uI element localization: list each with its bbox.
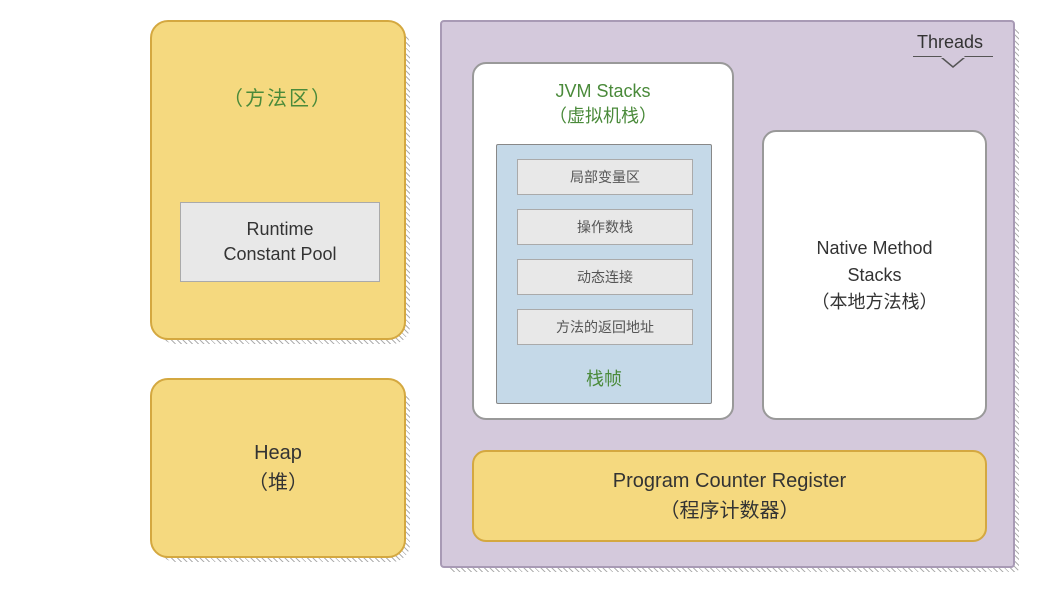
chevron-down-icon [941,58,965,68]
threads-panel: Threads JVM Stacks（虚拟机栈） 局部变量区 操作数栈 动态连接… [440,20,1015,568]
pc-register-panel: Program Counter Register（程序计数器） [472,450,987,542]
frame-item: 操作数栈 [517,209,693,245]
heap-label: Heap（堆） [248,438,308,498]
jvm-stacks-title: JVM Stacks（虚拟机栈） [474,79,732,129]
stack-frame-label: 栈帧 [497,365,711,391]
frame-item: 局部变量区 [517,159,693,195]
frame-item: 方法的返回地址 [517,309,693,345]
jvm-stacks-panel: JVM Stacks（虚拟机栈） 局部变量区 操作数栈 动态连接 方法的返回地址… [472,62,734,420]
stack-frame-panel: 局部变量区 操作数栈 动态连接 方法的返回地址 栈帧 [496,144,712,404]
native-stacks-label: Native MethodStacks（本地方法栈） [812,235,938,316]
pc-register-label: Program Counter Register（程序计数器） [613,466,846,526]
frame-item: 动态连接 [517,259,693,295]
method-area-panel: （方法区） RuntimeConstant Pool [150,20,406,340]
method-area-title: （方法区） [152,82,404,111]
native-method-stacks-panel: Native MethodStacks（本地方法栈） [762,130,987,420]
runtime-constant-pool: RuntimeConstant Pool [180,202,380,282]
threads-label: Threads [917,32,983,53]
heap-panel: Heap（堆） [150,378,406,558]
